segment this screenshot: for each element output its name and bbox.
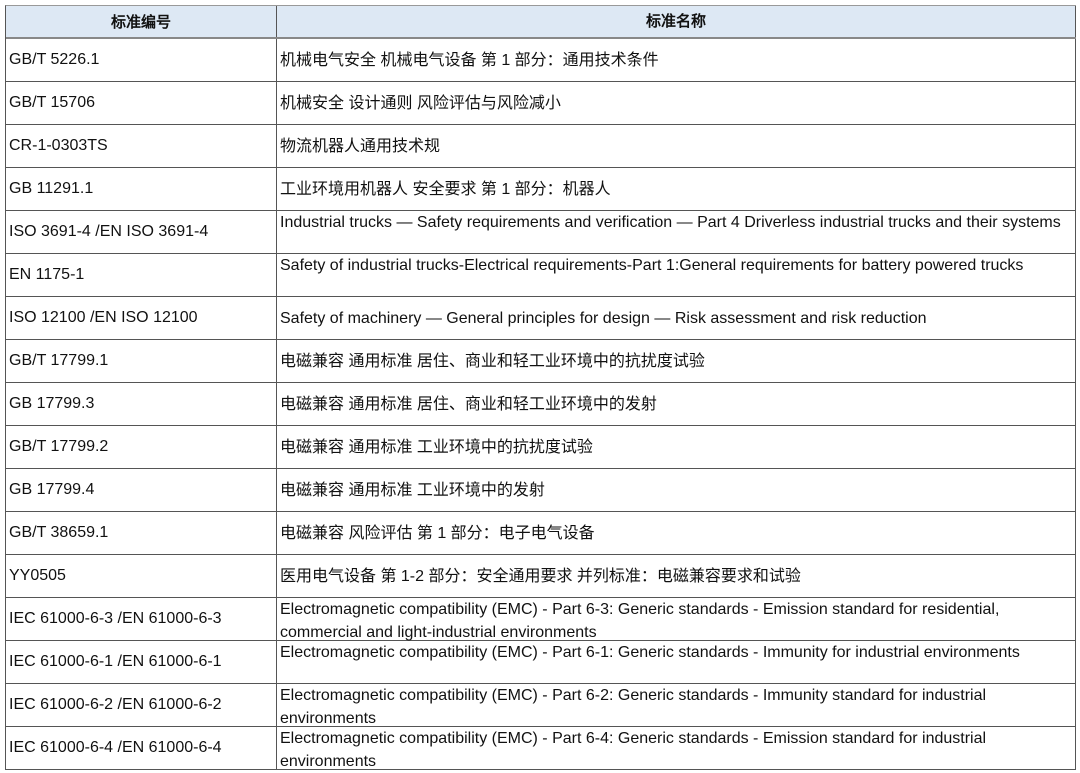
standard-code-cell: IEC 61000-6-2 /EN 61000-6-2: [6, 684, 277, 726]
standard-code-cell: GB 11291.1: [6, 168, 277, 210]
standard-name-cell: 医用电气设备 第 1-2 部分：安全通用要求 并列标准：电磁兼容要求和试验: [277, 555, 1076, 597]
table-row: GB/T 17799.1 电磁兼容 通用标准 居住、商业和轻工业环境中的抗扰度试验: [6, 340, 1076, 383]
table-row: EN 1175-1 Safety of industrial trucks-Ele…: [6, 254, 1076, 297]
standard-code-cell: ISO 3691-4 /EN ISO 3691-4: [6, 211, 277, 253]
header-standard-code: 标准编号: [6, 6, 277, 37]
standard-code-cell: ISO 12100 /EN ISO 12100: [6, 297, 277, 339]
table-row: GB 11291.1 工业环境用机器人 安全要求 第 1 部分：机器人: [6, 168, 1076, 211]
standard-name-cell: Electromagnetic compatibility (EMC) - Pa…: [277, 727, 1076, 770]
table-row: GB 17799.4 电磁兼容 通用标准 工业环境中的发射: [6, 469, 1076, 512]
header-standard-name: 标准名称: [277, 6, 1076, 37]
table-row: GB/T 5226.1 机械电气安全 机械电气设备 第 1 部分：通用技术条件: [6, 39, 1076, 82]
standard-code-cell: YY0505: [6, 555, 277, 597]
standard-code-cell: GB/T 15706: [6, 82, 277, 124]
standard-name-cell: 物流机器人通用技术规: [277, 125, 1076, 167]
standard-name-cell: 电磁兼容 通用标准 居住、商业和轻工业环境中的抗扰度试验: [277, 340, 1076, 382]
standard-code-cell: GB 17799.4: [6, 469, 277, 511]
standard-name-cell: 电磁兼容 通用标准 工业环境中的发射: [277, 469, 1076, 511]
table-row: GB/T 15706 机械安全 设计通则 风险评估与风险减小: [6, 82, 1076, 125]
standard-name-cell: Safety of industrial trucks-Electrical r…: [277, 254, 1076, 296]
standard-code-cell: GB 17799.3: [6, 383, 277, 425]
standard-code-cell: IEC 61000-6-1 /EN 61000-6-1: [6, 641, 277, 683]
table-row: GB 17799.3 电磁兼容 通用标准 居住、商业和轻工业环境中的发射: [6, 383, 1076, 426]
standard-name-cell: Electromagnetic compatibility (EMC) - Pa…: [277, 641, 1076, 683]
table-row: CR-1-0303TS 物流机器人通用技术规: [6, 125, 1076, 168]
table-row: GB/T 17799.2 电磁兼容 通用标准 工业环境中的抗扰度试验: [6, 426, 1076, 469]
table-row: YY0505 医用电气设备 第 1-2 部分：安全通用要求 并列标准：电磁兼容要求…: [6, 555, 1076, 598]
standard-name-cell: Electromagnetic compatibility (EMC) - Pa…: [277, 684, 1076, 727]
standard-name-cell: Electromagnetic compatibility (EMC) - Pa…: [277, 598, 1076, 641]
table-row: ISO 12100 /EN ISO 12100 Safety of machine…: [6, 297, 1076, 340]
standard-name-cell: 机械安全 设计通则 风险评估与风险减小: [277, 82, 1076, 124]
table-header-row: 标准编号 标准名称: [6, 6, 1076, 39]
table-row: IEC 61000-6-3 /EN 61000-6-3 Electromagnet…: [6, 598, 1076, 641]
standard-code-cell: GB/T 17799.2: [6, 426, 277, 468]
standard-name-cell: 工业环境用机器人 安全要求 第 1 部分：机器人: [277, 168, 1076, 210]
standard-code-cell: IEC 61000-6-3 /EN 61000-6-3: [6, 598, 277, 640]
standard-code-cell: EN 1175-1: [6, 254, 277, 296]
standard-name-cell: 电磁兼容 通用标准 工业环境中的抗扰度试验: [277, 426, 1076, 468]
table-row: GB/T 38659.1 电磁兼容 风险评估 第 1 部分：电子电气设备: [6, 512, 1076, 555]
standard-name-cell: 电磁兼容 通用标准 居住、商业和轻工业环境中的发射: [277, 383, 1076, 425]
standard-name-cell: Industrial trucks — Safety requirements …: [277, 211, 1076, 253]
standards-table: 标准编号 标准名称 GB/T 5226.1 机械电气安全 机械电气设备 第 1 部…: [5, 5, 1076, 770]
table-row: IEC 61000-6-2 /EN 61000-6-2 Electromagnet…: [6, 684, 1076, 727]
standard-name-cell: 电磁兼容 风险评估 第 1 部分：电子电气设备: [277, 512, 1076, 554]
standard-code-cell: IEC 61000-6-4 /EN 61000-6-4: [6, 727, 277, 769]
standard-code-cell: GB/T 17799.1: [6, 340, 277, 382]
table-row: ISO 3691-4 /EN ISO 3691-4 Industrial truc…: [6, 211, 1076, 254]
table-row: IEC 61000-6-4 /EN 61000-6-4 Electromagnet…: [6, 727, 1076, 770]
table-row: IEC 61000-6-1 /EN 61000-6-1 Electromagnet…: [6, 641, 1076, 684]
standard-code-cell: GB/T 38659.1: [6, 512, 277, 554]
standard-name-cell: 机械电气安全 机械电气设备 第 1 部分：通用技术条件: [277, 39, 1076, 81]
standard-code-cell: CR-1-0303TS: [6, 125, 277, 167]
standard-code-cell: GB/T 5226.1: [6, 39, 277, 81]
standard-name-cell: Safety of machinery — General principles…: [277, 297, 1076, 339]
